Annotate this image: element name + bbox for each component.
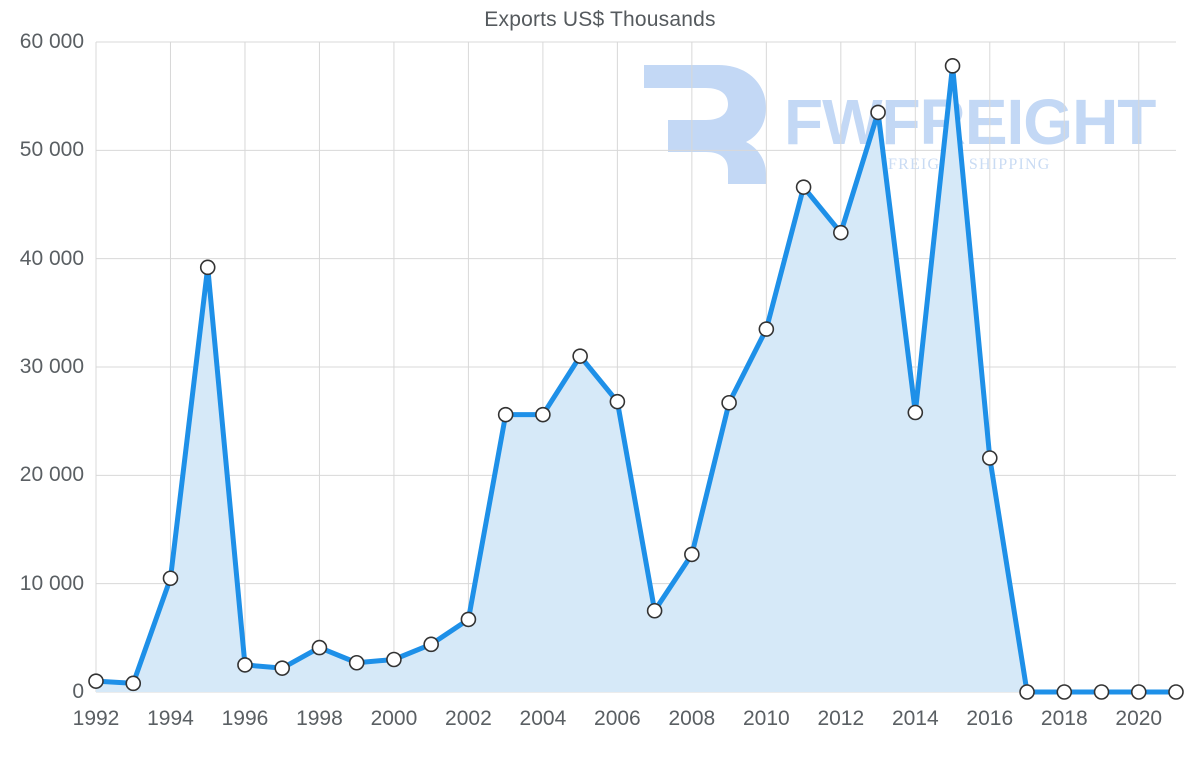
data-point[interactable] (981, 450, 998, 466)
data-point[interactable] (274, 660, 291, 676)
x-axis-tick-label: 2004 (519, 707, 567, 730)
data-point[interactable] (1130, 684, 1147, 700)
chart-title: Exports US$ Thousands (484, 8, 716, 31)
data-point[interactable] (386, 651, 402, 668)
data-point[interactable] (721, 394, 737, 411)
x-axis-tick-label: 2016 (966, 707, 1014, 730)
data-point[interactable] (870, 104, 886, 121)
watermark: FWFREIGHT FREIGHT SHIPPING (640, 62, 1156, 187)
y-axis-tick-label: 30 000 (19, 355, 84, 378)
fwfreight-logo-icon (644, 65, 766, 184)
data-point[interactable] (88, 673, 104, 689)
x-axis-tick-label: 2008 (668, 707, 716, 730)
data-point[interactable] (125, 675, 142, 692)
y-axis-tick-label: 50 000 (19, 138, 84, 162)
x-axis-tick-label: 2018 (1040, 707, 1088, 730)
data-point[interactable] (199, 259, 216, 276)
data-point[interactable] (497, 406, 514, 423)
data-point[interactable] (646, 602, 663, 619)
data-point[interactable] (1019, 684, 1035, 700)
x-axis-tick-label: 1998 (296, 707, 343, 730)
watermark-tagline: FREIGHT SHIPPING (888, 156, 1051, 173)
x-axis-tick-label: 2010 (742, 707, 790, 730)
x-axis-tick-label: 1992 (72, 707, 120, 730)
data-point[interactable] (758, 321, 775, 337)
x-axis-tick-label: 2012 (817, 707, 865, 730)
data-point[interactable] (1093, 684, 1110, 700)
x-axis-tick-label: 2020 (1115, 707, 1163, 730)
data-point[interactable] (907, 404, 924, 421)
data-point[interactable] (1168, 684, 1184, 700)
x-axis-tick-label: 1996 (221, 707, 269, 730)
x-axis-tick-label: 2006 (594, 707, 641, 730)
data-point[interactable] (1056, 684, 1073, 700)
data-markers (88, 58, 1184, 700)
y-axis-tick-label: 60 000 (19, 30, 84, 53)
watermark-wordmark: FWFREIGHT (784, 86, 1156, 158)
data-point[interactable] (460, 611, 477, 628)
data-point[interactable] (944, 58, 961, 74)
data-point[interactable] (609, 393, 626, 410)
x-axis-tick-label: 2002 (445, 707, 492, 730)
y-axis-tick-label: 10 000 (19, 571, 84, 595)
x-axis-tick-label: 1994 (147, 707, 194, 730)
area-fill (96, 65, 1176, 693)
data-point[interactable] (311, 639, 328, 656)
data-point[interactable] (833, 224, 849, 241)
data-point[interactable] (423, 636, 439, 653)
data-point[interactable] (795, 179, 812, 195)
data-point[interactable] (572, 348, 588, 364)
data-point[interactable] (684, 546, 700, 563)
x-axis-tick-label: 2000 (370, 707, 418, 730)
y-axis-tick-label: 40 000 (19, 246, 84, 270)
x-axis-tick-label: 2014 (891, 707, 939, 730)
data-point[interactable] (535, 406, 551, 423)
data-point[interactable] (162, 570, 179, 587)
y-axis-tick-label: 0 (72, 680, 84, 703)
y-axis-tick-label: 20 000 (19, 463, 84, 487)
data-point[interactable] (237, 657, 253, 673)
data-point[interactable] (348, 654, 365, 671)
